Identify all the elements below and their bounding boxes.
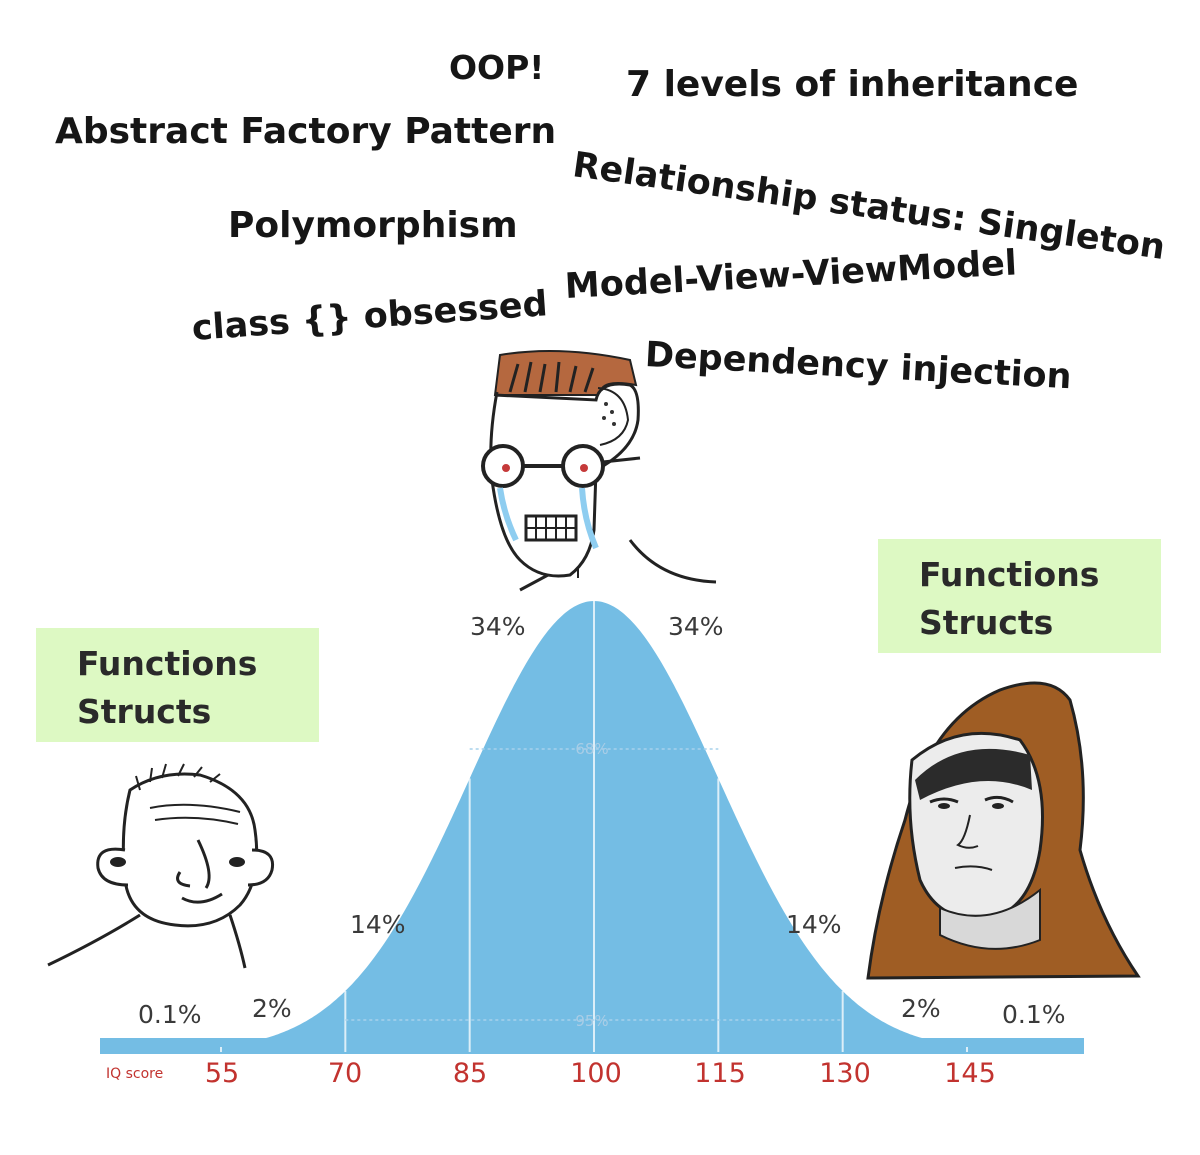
left-note-functions: Functions	[77, 644, 258, 683]
band-label: 2%	[252, 994, 292, 1023]
right-note: Functions Structs	[878, 539, 1161, 653]
left-note: Functions Structs	[36, 628, 319, 742]
phrase-oop: OOP!	[449, 48, 545, 87]
left-note-structs: Structs	[77, 692, 212, 731]
x-tick-label: 70	[327, 1058, 363, 1089]
normal-curve-area	[100, 601, 1084, 1052]
band-label: 14%	[350, 910, 406, 939]
band-label: 0.1%	[138, 1000, 202, 1029]
band-label: 34%	[668, 612, 724, 641]
inner-range-label: 68%	[575, 740, 609, 758]
x-tick-label: 145	[944, 1058, 996, 1089]
right-note-structs: Structs	[919, 603, 1054, 642]
band-label: 34%	[470, 612, 526, 641]
x-tick-label: 100	[570, 1058, 622, 1089]
band-label: 14%	[786, 910, 842, 939]
phrase-abstract-factory: Abstract Factory Pattern	[55, 111, 557, 152]
phrase-polymorphism: Polymorphism	[228, 205, 518, 246]
axis-title: IQ score	[106, 1066, 164, 1082]
x-tick-label: 115	[694, 1058, 746, 1089]
x-tick-label: 85	[452, 1058, 488, 1089]
phrase-inheritance: 7 levels of inheritance	[626, 64, 1079, 105]
band-label: 2%	[901, 994, 941, 1023]
x-tick-label: 55	[204, 1058, 240, 1089]
band-label: 0.1%	[1002, 1000, 1066, 1029]
x-tick-label: 130	[819, 1058, 871, 1089]
right-note-functions: Functions	[919, 555, 1100, 594]
inner-range-label: 95%	[575, 1012, 609, 1030]
